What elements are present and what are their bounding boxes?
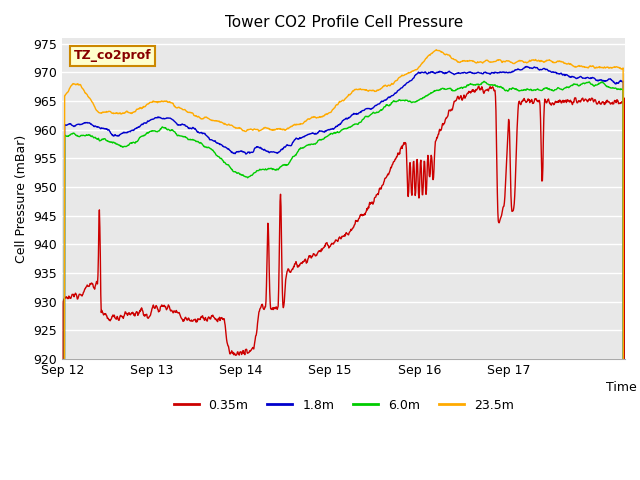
Text: TZ_co2prof: TZ_co2prof xyxy=(74,49,151,62)
Legend: 0.35m, 1.8m, 6.0m, 23.5m: 0.35m, 1.8m, 6.0m, 23.5m xyxy=(168,394,518,417)
Title: Tower CO2 Profile Cell Pressure: Tower CO2 Profile Cell Pressure xyxy=(225,15,463,30)
X-axis label: Time: Time xyxy=(605,382,636,395)
Y-axis label: Cell Pressure (mBar): Cell Pressure (mBar) xyxy=(15,134,28,263)
